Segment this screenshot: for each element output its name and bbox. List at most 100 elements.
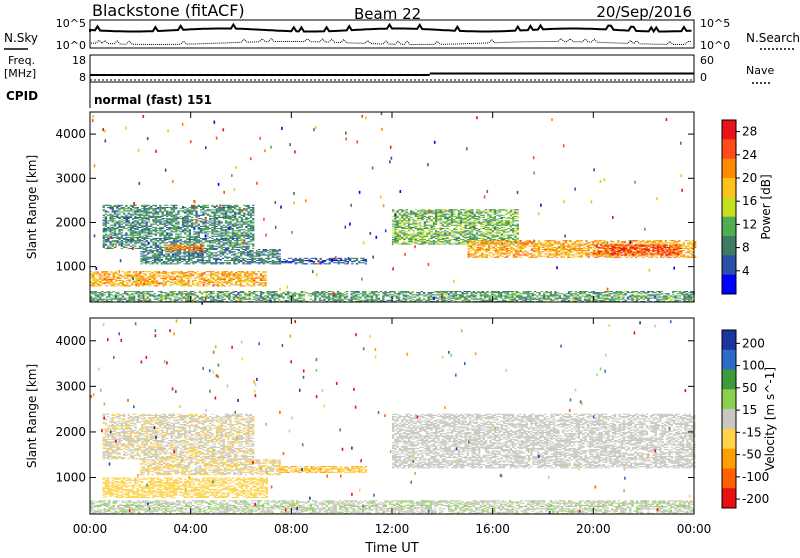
range-cell xyxy=(159,223,161,224)
range-cell xyxy=(162,235,164,236)
range-cell xyxy=(177,246,179,247)
range-cell xyxy=(186,209,188,210)
range-cell xyxy=(116,242,118,243)
range-cell xyxy=(274,253,276,254)
range-cell xyxy=(206,250,208,251)
range-cell xyxy=(227,245,229,246)
range-cell xyxy=(245,263,247,264)
range-cell xyxy=(244,277,246,278)
nsky-traces xyxy=(90,25,692,45)
range-cell xyxy=(186,210,188,211)
range-cell xyxy=(135,278,137,279)
range-cell xyxy=(415,235,417,236)
range-cell xyxy=(152,248,154,249)
range-cell xyxy=(171,221,173,222)
range-cell xyxy=(471,214,473,215)
range-cell xyxy=(239,237,241,238)
range-cell xyxy=(435,242,437,243)
range-cell xyxy=(240,285,242,286)
range-cell xyxy=(417,223,419,224)
range-cell xyxy=(460,219,462,220)
range-cell xyxy=(401,225,403,226)
range-cell xyxy=(148,205,150,206)
range-cell xyxy=(97,273,99,274)
range-cell xyxy=(135,271,137,272)
range-cell xyxy=(480,238,482,239)
range-cell xyxy=(194,273,196,274)
range-cell xyxy=(218,223,220,224)
range-cell xyxy=(186,248,188,249)
range-cell xyxy=(406,242,408,243)
range-cell xyxy=(112,210,114,211)
range-cell xyxy=(236,259,238,260)
range-cell xyxy=(153,274,155,275)
range-cell xyxy=(560,244,562,245)
range-cell xyxy=(233,277,235,278)
range-cell xyxy=(480,211,482,212)
range-cell xyxy=(141,208,143,209)
range-cell xyxy=(431,242,433,243)
range-cell xyxy=(258,284,260,285)
range-cell xyxy=(223,236,225,237)
range-cell xyxy=(199,274,201,275)
range-cell xyxy=(424,239,426,240)
range-cell xyxy=(218,246,220,247)
range-cell xyxy=(190,252,192,253)
range-cell xyxy=(173,229,175,230)
range-cell xyxy=(203,279,205,280)
range-cell xyxy=(481,245,483,246)
range-cell xyxy=(121,217,123,218)
range-cell xyxy=(497,257,499,258)
range-cell xyxy=(175,218,177,219)
range-cell xyxy=(474,257,476,258)
range-cell xyxy=(130,246,132,247)
range-cell xyxy=(179,247,181,248)
range-cell xyxy=(479,240,481,241)
range-cell xyxy=(419,215,421,216)
range-cell xyxy=(442,236,444,237)
range-cell xyxy=(171,216,173,217)
range-cell xyxy=(499,237,501,238)
range-cell xyxy=(234,245,236,246)
range-cell xyxy=(446,224,448,225)
range-cell xyxy=(223,242,225,243)
range-cell xyxy=(451,216,453,217)
range-cell xyxy=(134,208,136,209)
range-cell xyxy=(241,232,243,233)
range-cell xyxy=(118,223,120,224)
range-cell xyxy=(506,256,508,257)
range-cell xyxy=(247,251,249,252)
range-cell xyxy=(190,255,192,256)
range-cell xyxy=(140,276,142,277)
range-cell xyxy=(514,237,516,238)
range-cell xyxy=(222,252,224,253)
range-cell xyxy=(256,258,258,259)
range-cell xyxy=(501,230,503,231)
range-cell xyxy=(202,223,204,224)
range-cell xyxy=(200,211,202,212)
range-cell xyxy=(515,256,517,257)
range-cell xyxy=(128,245,130,246)
range-cell xyxy=(431,238,433,239)
range-cell xyxy=(206,283,208,284)
range-cell xyxy=(117,284,119,285)
range-cell xyxy=(195,246,197,247)
range-cell xyxy=(149,273,151,274)
range-cell xyxy=(140,260,142,261)
range-cell xyxy=(446,225,448,226)
range-cell xyxy=(150,239,152,240)
range-cell xyxy=(170,249,172,250)
range-cell xyxy=(172,247,174,248)
range-cell xyxy=(161,251,163,252)
range-cell xyxy=(184,249,186,250)
range-cell xyxy=(529,240,531,241)
range-cell xyxy=(563,249,565,250)
range-cell xyxy=(433,210,435,211)
range-cell xyxy=(141,219,143,220)
range-cell xyxy=(155,244,157,245)
range-cell xyxy=(444,240,446,241)
range-cell xyxy=(520,246,522,247)
range-cell xyxy=(143,231,145,232)
range-cell xyxy=(231,255,233,256)
range-cell xyxy=(419,213,421,214)
